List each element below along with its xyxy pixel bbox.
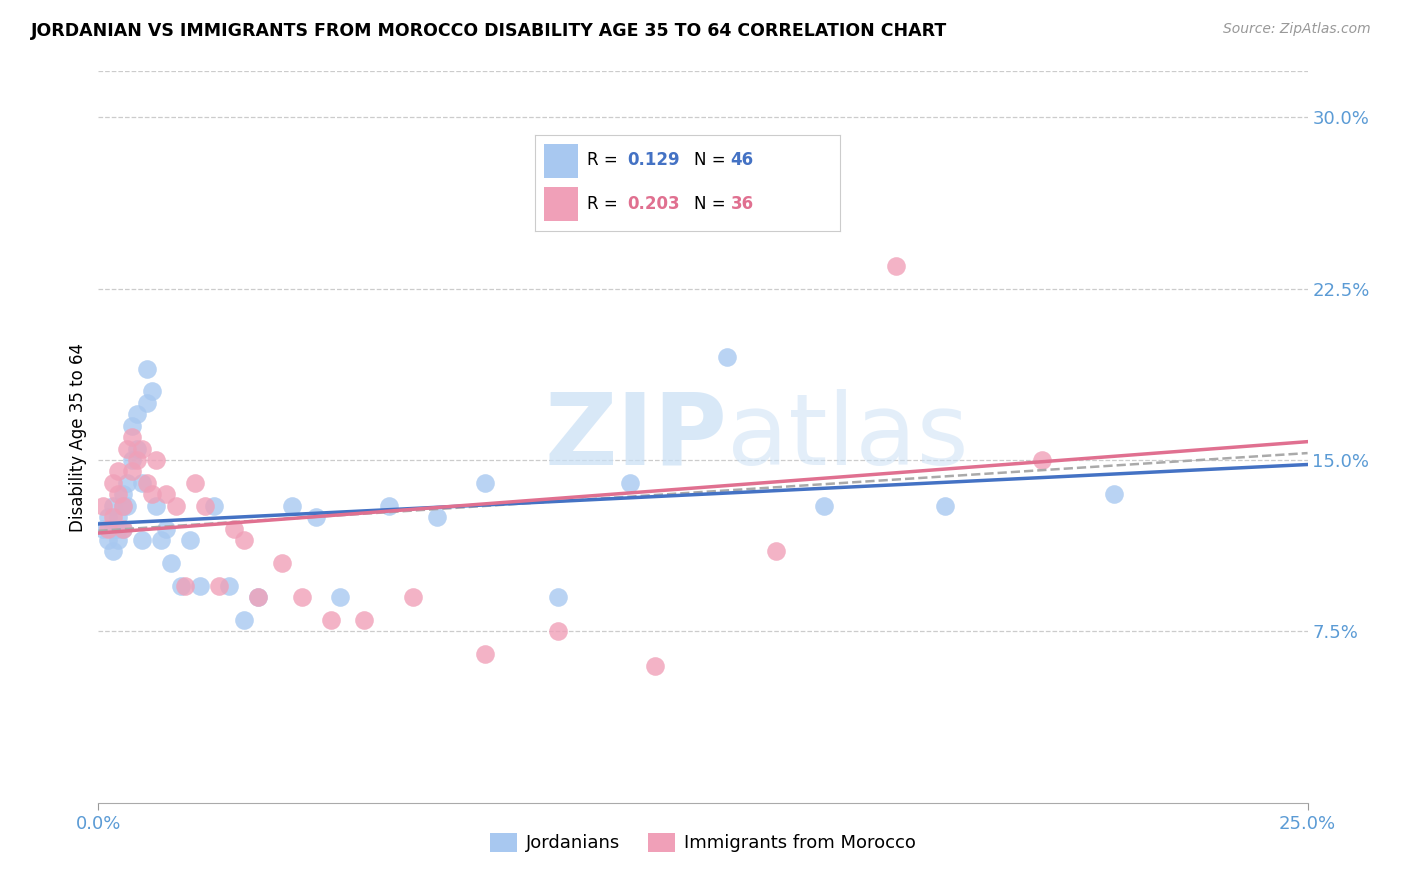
Text: Source: ZipAtlas.com: Source: ZipAtlas.com [1223,22,1371,37]
Point [107,464,129,478]
Point [121,418,143,433]
Point [131,475,153,490]
Point [127,453,149,467]
Point [319,613,342,627]
Text: atlas: atlas [727,389,969,485]
Point [934,499,956,513]
Text: ZIP: ZIP [544,389,727,485]
Point [174,579,197,593]
Point [91,521,114,535]
Point [101,521,124,535]
Point [117,499,139,513]
Point [135,396,157,410]
Point [813,499,835,513]
Point [101,475,124,490]
Point [169,579,191,593]
Point [117,442,139,456]
Point [247,590,270,604]
Point [101,499,124,513]
Point [179,533,201,547]
Point [305,510,328,524]
Point [474,647,496,661]
Point [107,487,129,501]
Point [107,533,129,547]
Point [247,590,270,604]
Point [135,361,157,376]
Point [131,533,153,547]
Point [107,510,129,524]
Point [232,613,254,627]
Point [716,350,738,364]
Point [474,475,496,490]
Point [111,521,134,535]
Point [117,475,139,490]
Point [121,453,143,467]
Point [886,259,908,273]
Point [222,521,245,535]
Point [204,499,226,513]
Point [111,499,134,513]
Point [127,407,149,421]
Point [281,499,304,513]
Text: N =: N = [695,152,731,169]
Point [619,475,641,490]
Text: 36: 36 [731,194,754,213]
Point [188,579,211,593]
Point [91,499,114,513]
Bar [544,187,578,221]
Point [377,499,399,513]
Point [97,521,120,535]
Point [101,544,124,558]
Point [131,442,153,456]
Point [121,464,143,478]
Point [150,533,173,547]
Point [329,590,352,604]
Point [765,544,787,558]
Point [402,590,425,604]
Text: N =: N = [695,194,731,213]
Point [353,613,375,627]
Text: 0.203: 0.203 [627,194,679,213]
Point [107,521,129,535]
Point [127,442,149,456]
Point [194,499,217,513]
Point [208,579,231,593]
Point [184,475,207,490]
Bar [544,145,578,178]
Text: R =: R = [588,194,623,213]
Point [111,521,134,535]
Y-axis label: Disability Age 35 to 64: Disability Age 35 to 64 [69,343,87,532]
Text: 0.129: 0.129 [627,152,679,169]
Point [547,590,569,604]
Point [644,658,666,673]
Point [160,556,183,570]
Point [97,510,120,524]
Point [141,487,163,501]
Point [155,521,177,535]
Point [1031,453,1053,467]
Point [218,579,240,593]
Point [141,384,163,399]
Point [111,499,134,513]
Point [145,453,167,467]
Text: R =: R = [588,152,623,169]
Point [426,510,449,524]
Point [290,590,312,604]
Point [101,510,124,524]
Text: 46: 46 [731,152,754,169]
Legend: Jordanians, Immigrants from Morocco: Jordanians, Immigrants from Morocco [484,826,922,860]
Point [121,430,143,444]
Point [165,499,187,513]
Point [155,487,177,501]
Point [97,533,120,547]
Point [271,556,294,570]
Text: JORDANIAN VS IMMIGRANTS FROM MOROCCO DISABILITY AGE 35 TO 64 CORRELATION CHART: JORDANIAN VS IMMIGRANTS FROM MOROCCO DIS… [31,22,948,40]
Point [232,533,254,547]
Point [1102,487,1125,501]
Point [111,487,134,501]
Point [135,475,157,490]
Point [145,499,167,513]
Point [547,624,569,639]
